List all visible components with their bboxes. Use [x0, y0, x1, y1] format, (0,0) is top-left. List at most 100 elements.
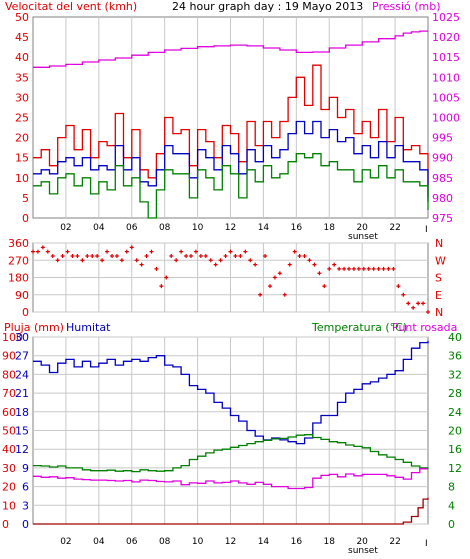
temperature-y-tick-label: 20 — [448, 425, 462, 438]
direction-point — [347, 266, 351, 271]
direction-point — [139, 262, 144, 267]
compass-label: N — [435, 237, 443, 250]
direction-point — [90, 254, 95, 259]
wind-y-tick-label: 40 — [15, 51, 29, 64]
humidity-x-tick-label: 10 — [192, 537, 204, 547]
wind-x-tick-label: 06 — [126, 223, 138, 233]
direction-point — [297, 254, 302, 259]
pressure-y-tick-label: 1005 — [432, 91, 460, 104]
rain-outer-y-tick-label: 60 — [2, 406, 16, 419]
temperature-y-tick-label: 16 — [448, 443, 462, 456]
direction-point — [149, 249, 154, 254]
direction-point — [70, 254, 75, 259]
direction-point — [65, 249, 70, 254]
direction-point — [105, 249, 110, 254]
direction-point — [268, 284, 272, 289]
direction-point — [312, 262, 317, 267]
series-puntrosada-line — [33, 468, 428, 490]
wind-x-tick-label: 12 — [225, 223, 236, 233]
humidity-x-tick-label: 18 — [324, 537, 336, 547]
humidity-y-tick-label: 30 — [15, 331, 29, 344]
series-velocitat-line — [33, 120, 429, 202]
direction-point — [60, 254, 65, 259]
compass-label: S — [435, 272, 442, 285]
compass-label: W — [435, 254, 446, 267]
humidity-y-tick-label: 15 — [15, 425, 29, 438]
direction-point — [396, 284, 401, 289]
wind-x-tick-label: 02 — [60, 223, 71, 233]
wind-x-tick-label: 10 — [192, 223, 204, 233]
direction-point — [421, 301, 426, 306]
wind-y-tick-label: 15 — [15, 152, 29, 165]
humidity-y-tick-label: 6 — [22, 481, 29, 494]
rain-outer-y-tick-label: 80 — [2, 368, 16, 381]
direction-point — [272, 275, 277, 280]
rain-outer-y-tick-label: 90 — [2, 350, 16, 363]
humidity-axis-title: Humitat — [66, 321, 111, 334]
pressure-y-tick-label: 985 — [432, 172, 453, 185]
series-pluja-line — [33, 497, 429, 525]
rain-outer-y-tick-label: 30 — [2, 462, 16, 475]
end-hour-label-bottom: I — [425, 539, 428, 549]
direction-point — [322, 284, 327, 289]
direction-point — [277, 271, 282, 276]
direction-point — [169, 254, 174, 259]
humidity-x-tick-label: 22 — [389, 537, 400, 547]
direction-point — [31, 249, 35, 254]
direction-point — [189, 254, 193, 259]
direction-point — [154, 266, 159, 271]
temperature-y-tick-label: 36 — [448, 350, 462, 363]
direction-point — [386, 266, 391, 271]
direction-point — [307, 258, 312, 263]
direction-point — [317, 271, 322, 276]
pressure-y-tick-label: 995 — [432, 132, 453, 145]
direction-point — [193, 249, 198, 254]
humidity-y-tick-label: 21 — [15, 387, 29, 400]
direction-point — [110, 254, 114, 259]
direction-point — [45, 249, 50, 254]
direction-point — [203, 254, 208, 259]
pressure-y-tick-label: 1000 — [432, 112, 460, 125]
direction-point — [381, 266, 386, 271]
direction-y-tick-label: 90 — [15, 289, 29, 302]
direction-y-tick-label: 180 — [8, 272, 29, 285]
humidity-x-tick-label: 20 — [356, 537, 368, 547]
wind-axis-title: Velocitat del vent (kmh) — [5, 0, 137, 13]
direction-point — [50, 254, 55, 259]
direction-point — [371, 266, 376, 271]
direction-point — [208, 258, 213, 263]
end-hour-label: I — [425, 225, 428, 235]
pressure-y-tick-label: 1020 — [432, 31, 460, 44]
direction-point — [174, 258, 179, 263]
wind-x-tick-label: 22 — [389, 223, 400, 233]
wind-y-tick-label: 0 — [22, 212, 29, 225]
direction-point — [75, 254, 80, 259]
wind-y-tick-label: 25 — [15, 112, 29, 125]
series-temperatura-line — [33, 434, 429, 473]
direction-point — [213, 262, 218, 267]
direction-point — [233, 254, 238, 259]
wind-y-tick-label: 5 — [22, 192, 29, 205]
temperature-y-tick-label: 0 — [448, 518, 455, 531]
temperature-y-tick-label: 8 — [448, 481, 455, 494]
direction-point — [376, 266, 381, 271]
direction-point — [258, 292, 263, 297]
direction-point — [164, 275, 169, 280]
direction-point — [129, 245, 134, 250]
wind-x-tick-label: 04 — [93, 223, 105, 233]
direction-point — [40, 245, 45, 250]
temperature-y-tick-label: 32 — [448, 368, 462, 381]
pressure-y-tick-label: 1015 — [432, 51, 460, 64]
pressure-axis-title: Pressió (mb) — [372, 0, 441, 13]
sunset-label-bottom: sunset — [348, 546, 378, 556]
series-mnima-line — [33, 153, 429, 219]
humidity-y-tick-label: 12 — [15, 443, 29, 456]
direction-point — [327, 266, 332, 271]
direction-point — [426, 310, 430, 314]
direction-point — [198, 254, 203, 259]
rain-outer-y-tick-label: 20 — [2, 481, 16, 494]
direction-y-tick-label: 0 — [22, 306, 29, 319]
wind-y-tick-label: 20 — [15, 132, 29, 145]
direction-point — [228, 249, 233, 254]
